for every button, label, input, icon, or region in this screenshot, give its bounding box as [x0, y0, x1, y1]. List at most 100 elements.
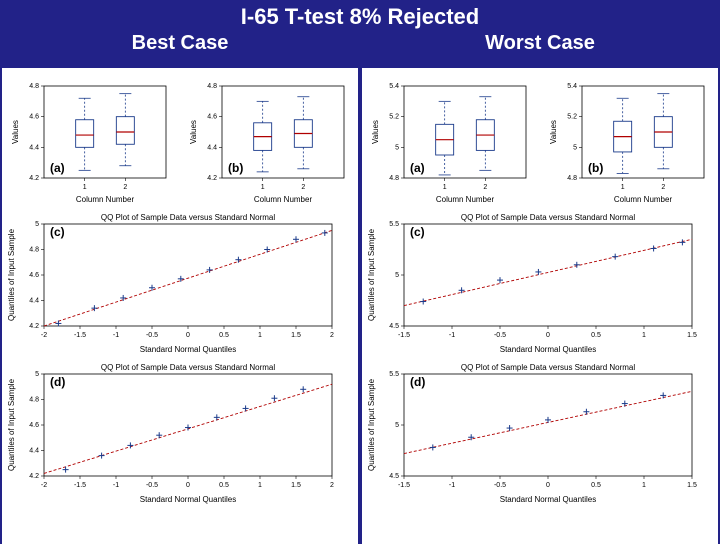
svg-text:5: 5	[35, 221, 39, 228]
svg-text:-1.5: -1.5	[398, 332, 410, 339]
svg-text:Values: Values	[11, 120, 20, 144]
svg-text:2: 2	[301, 184, 305, 191]
case-row: Best Case Worst Case	[0, 32, 720, 55]
svg-text:4.2: 4.2	[207, 175, 217, 182]
svg-text:(d): (d)	[50, 375, 65, 389]
svg-text:(c): (c)	[410, 225, 425, 239]
svg-text:4.4: 4.4	[29, 298, 39, 305]
qq-plot: QQ Plot of Sample Data versus Standard N…	[2, 356, 346, 506]
svg-text:Column Number: Column Number	[436, 195, 495, 204]
svg-text:-2: -2	[41, 332, 47, 339]
svg-text:4.6: 4.6	[29, 272, 39, 279]
svg-text:-1: -1	[449, 332, 455, 339]
svg-text:(a): (a)	[50, 161, 65, 175]
svg-text:5.2: 5.2	[389, 114, 399, 121]
svg-text:(a): (a)	[410, 161, 425, 175]
box-plot: 4.24.44.64.812ValuesColumn Number(b)	[184, 76, 354, 206]
svg-text:Quantiles of Input Sample: Quantiles of Input Sample	[367, 378, 376, 471]
svg-text:QQ Plot of Sample Data versus: QQ Plot of Sample Data versus Standard N…	[101, 213, 276, 222]
svg-text:-0.5: -0.5	[146, 332, 158, 339]
svg-text:1: 1	[621, 184, 625, 191]
svg-text:4.4: 4.4	[29, 144, 39, 151]
svg-text:-0.5: -0.5	[146, 482, 158, 489]
svg-text:0.5: 0.5	[219, 482, 229, 489]
svg-text:0: 0	[546, 482, 550, 489]
svg-text:1.5: 1.5	[291, 482, 301, 489]
svg-text:2: 2	[330, 332, 334, 339]
svg-text:4.2: 4.2	[29, 175, 39, 182]
svg-text:Column Number: Column Number	[254, 195, 313, 204]
svg-text:5.5: 5.5	[389, 371, 399, 378]
svg-text:Standard Normal Quantiles: Standard Normal Quantiles	[500, 495, 597, 504]
svg-text:1: 1	[258, 332, 262, 339]
svg-text:4.8: 4.8	[567, 175, 577, 182]
qq-plot: QQ Plot of Sample Data versus Standard N…	[362, 206, 706, 356]
svg-text:1.5: 1.5	[687, 482, 697, 489]
svg-text:1: 1	[443, 184, 447, 191]
box-plot: 4.24.44.64.812ValuesColumn Number(a)	[6, 76, 176, 206]
svg-text:5: 5	[395, 272, 399, 279]
svg-text:1: 1	[642, 482, 646, 489]
svg-text:4.8: 4.8	[29, 83, 39, 90]
svg-text:4.2: 4.2	[29, 473, 39, 480]
svg-text:0.5: 0.5	[219, 332, 229, 339]
header-bar: I-65 T-test 8% Rejected Best Case Worst …	[0, 0, 720, 68]
svg-text:(b): (b)	[588, 161, 603, 175]
svg-text:Quantiles of Input Sample: Quantiles of Input Sample	[7, 228, 16, 321]
svg-text:-1: -1	[449, 482, 455, 489]
svg-text:-1.5: -1.5	[74, 482, 86, 489]
svg-text:Standard Normal Quantiles: Standard Normal Quantiles	[140, 495, 237, 504]
svg-text:4.8: 4.8	[207, 83, 217, 90]
svg-text:5.4: 5.4	[389, 83, 399, 90]
svg-text:2: 2	[661, 184, 665, 191]
svg-text:2: 2	[330, 482, 334, 489]
svg-text:QQ Plot of Sample Data versus: QQ Plot of Sample Data versus Standard N…	[101, 363, 276, 372]
svg-text:-1: -1	[113, 482, 119, 489]
svg-text:1: 1	[258, 482, 262, 489]
svg-text:1: 1	[642, 332, 646, 339]
svg-text:-0.5: -0.5	[494, 332, 506, 339]
svg-text:4.6: 4.6	[207, 114, 217, 121]
box-plot: 4.855.25.412ValuesColumn Number(b)	[544, 76, 714, 206]
svg-text:4.5: 4.5	[389, 473, 399, 480]
svg-text:5: 5	[395, 422, 399, 429]
svg-text:5.5: 5.5	[389, 221, 399, 228]
svg-text:-1: -1	[113, 332, 119, 339]
box-plot: 4.855.25.412ValuesColumn Number(a)	[366, 76, 536, 206]
svg-text:4.2: 4.2	[29, 323, 39, 330]
svg-text:(d): (d)	[410, 375, 425, 389]
svg-text:-0.5: -0.5	[494, 482, 506, 489]
svg-text:1.5: 1.5	[291, 332, 301, 339]
svg-text:4.6: 4.6	[29, 422, 39, 429]
best-case-label: Best Case	[0, 32, 360, 55]
svg-text:-1.5: -1.5	[74, 332, 86, 339]
svg-text:Quantiles of Input Sample: Quantiles of Input Sample	[7, 378, 16, 471]
svg-text:4.8: 4.8	[389, 175, 399, 182]
svg-text:4.6: 4.6	[29, 114, 39, 121]
svg-text:0.5: 0.5	[591, 332, 601, 339]
qq-plot: QQ Plot of Sample Data versus Standard N…	[362, 356, 706, 506]
main-title: I-65 T-test 8% Rejected	[241, 4, 479, 30]
svg-text:QQ Plot of Sample Data versus: QQ Plot of Sample Data versus Standard N…	[461, 363, 636, 372]
svg-text:4.5: 4.5	[389, 323, 399, 330]
svg-text:5.2: 5.2	[567, 114, 577, 121]
qq-plot: QQ Plot of Sample Data versus Standard N…	[2, 206, 346, 356]
svg-text:1.5: 1.5	[687, 332, 697, 339]
svg-text:(b): (b)	[228, 161, 243, 175]
svg-text:Column Number: Column Number	[76, 195, 135, 204]
svg-text:4.4: 4.4	[29, 448, 39, 455]
svg-text:-1.5: -1.5	[398, 482, 410, 489]
worst-case-label: Worst Case	[360, 32, 720, 55]
svg-text:-2: -2	[41, 482, 47, 489]
svg-text:4.4: 4.4	[207, 144, 217, 151]
svg-text:(c): (c)	[50, 225, 65, 239]
svg-text:Standard Normal Quantiles: Standard Normal Quantiles	[140, 345, 237, 354]
best-case-panel: 4.2 4.4 4.6 4.8 1 2 Values Column Number (a) 4.2 4…	[2, 68, 358, 544]
svg-text:5.4: 5.4	[567, 83, 577, 90]
worst-case-panel: 4.855.25.412ValuesColumn Number(a)4.855.…	[362, 68, 718, 544]
svg-text:5: 5	[35, 371, 39, 378]
svg-text:2: 2	[123, 184, 127, 191]
svg-text:Quantiles of Input Sample: Quantiles of Input Sample	[367, 228, 376, 321]
svg-text:QQ Plot of Sample Data versus: QQ Plot of Sample Data versus Standard N…	[461, 213, 636, 222]
svg-text:0: 0	[186, 332, 190, 339]
